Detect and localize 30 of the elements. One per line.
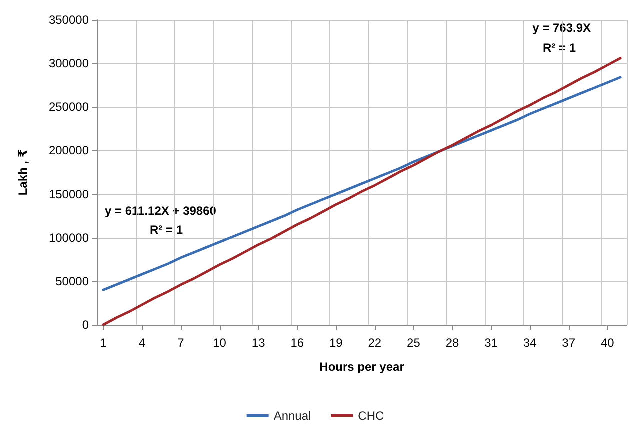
x-tick-label: 34 <box>523 336 538 350</box>
y-tick-label: 100000 <box>48 230 90 245</box>
y-tick-label: 350000 <box>48 13 90 27</box>
y-axis-title: Lakh , ₹ <box>16 149 30 196</box>
x-axis-title: Hours per year <box>320 360 405 374</box>
x-tick-label: 31 <box>484 336 498 350</box>
line-series <box>102 76 622 292</box>
line-series <box>102 57 622 326</box>
x-tick-label: 16 <box>290 336 304 350</box>
y-tick-label: 300000 <box>48 56 90 71</box>
x-tick-label: 40 <box>600 336 615 350</box>
x-tick-label: 13 <box>252 336 266 350</box>
y-tick-label: 50000 <box>56 274 90 288</box>
x-tick-label: 19 <box>329 336 344 350</box>
x-tick-label: 28 <box>446 336 460 350</box>
x-tick-label: 1 <box>100 336 108 350</box>
y-tick-label: 0 <box>82 318 90 332</box>
x-tick-label: 4 <box>138 336 146 350</box>
legend-label: CHC <box>358 409 385 423</box>
x-tick-label: 7 <box>178 336 185 350</box>
annotation: y = 763.9X <box>532 21 592 35</box>
x-tick-label: 10 <box>213 336 227 350</box>
legend-label: Annual <box>274 409 312 423</box>
x-tick-label: 25 <box>407 336 421 350</box>
x-tick-label: 37 <box>562 336 576 350</box>
y-tick-label: 250000 <box>48 100 90 114</box>
annotation: R² = 1 <box>150 223 184 237</box>
y-tick-label: 150000 <box>48 187 90 202</box>
x-tick-label: 22 <box>368 336 382 350</box>
y-tick-label: 200000 <box>48 144 90 158</box>
